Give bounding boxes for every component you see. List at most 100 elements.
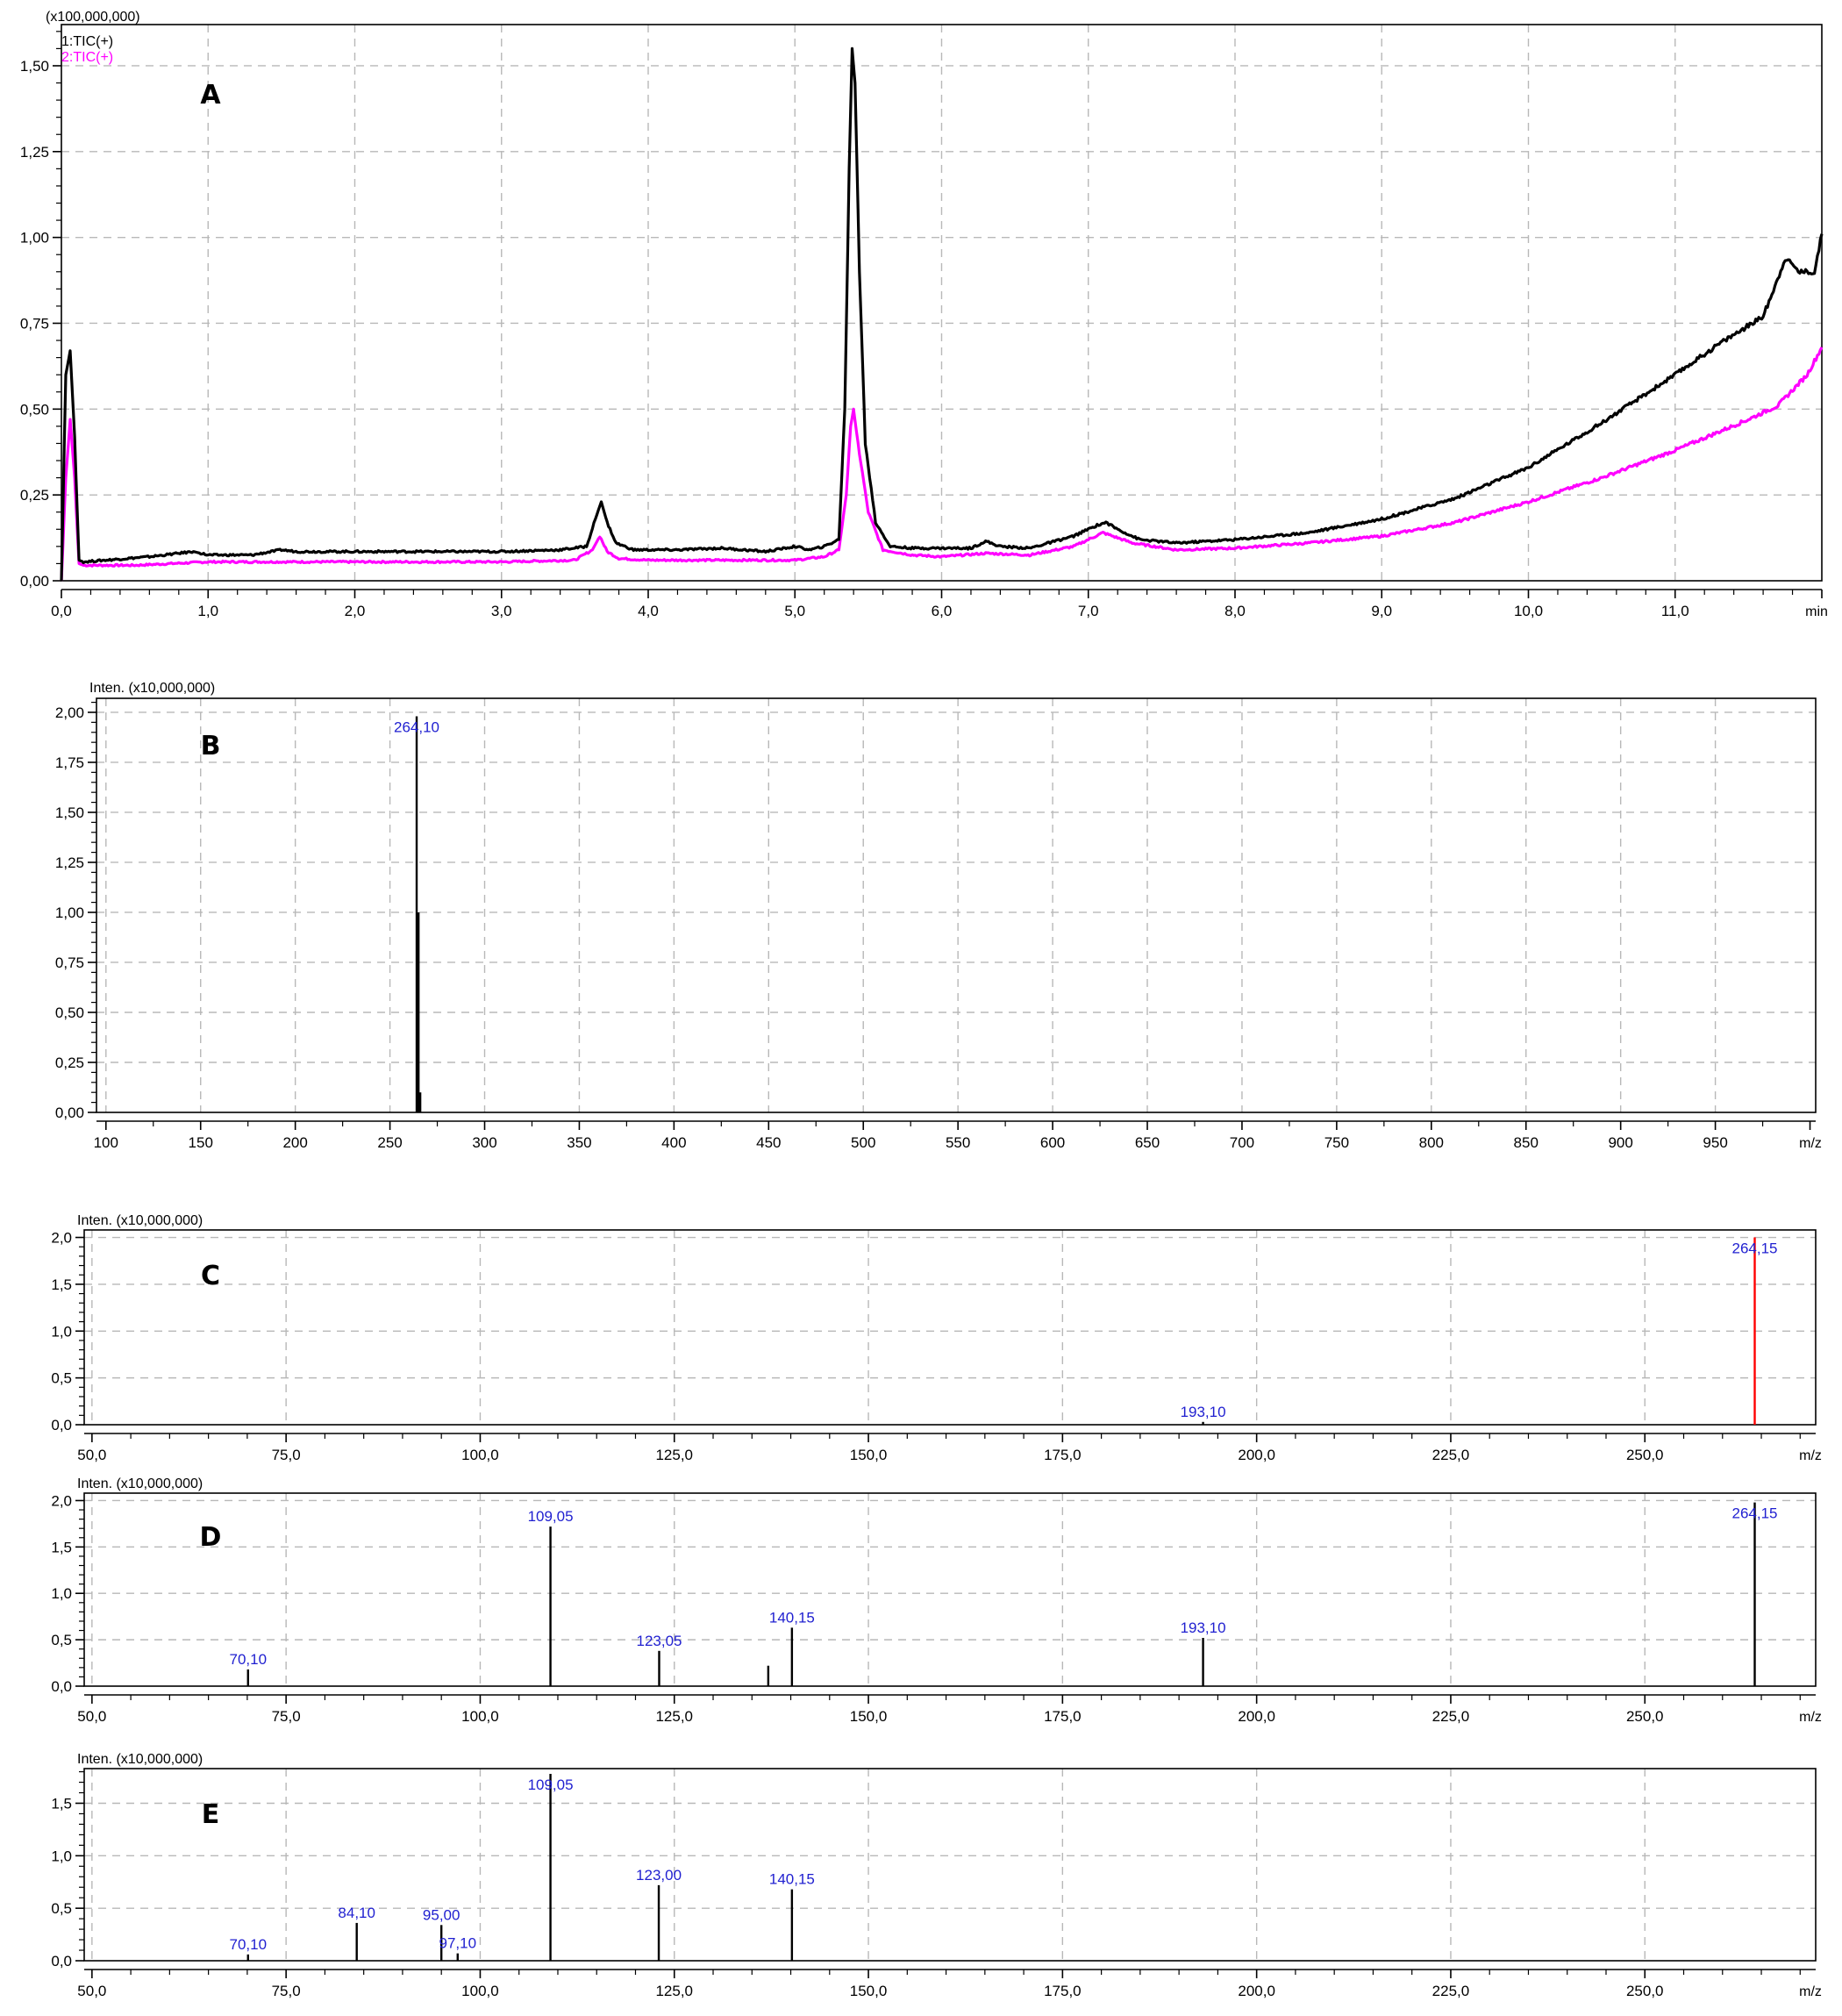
- x-tick-label: 11,0: [1661, 603, 1689, 619]
- x-tick-label: 75,0: [272, 1983, 301, 1999]
- peak-label: 264,15: [1732, 1505, 1778, 1522]
- x-tick-label: 175,0: [1044, 1447, 1082, 1463]
- y-tick-label: 1,0: [51, 1585, 72, 1602]
- x-tick-label: 8,0: [1224, 603, 1246, 619]
- panel-d: 50,0 75,0 100,0 125,0 150,0 175,0 200,0 225,0 25…: [51, 1476, 1822, 1725]
- y-tick-label: 0,50: [55, 1004, 84, 1021]
- x-tick-label: 650: [1135, 1134, 1160, 1151]
- panel-letter: E: [202, 1799, 220, 1830]
- y-tick-label: 1,25: [55, 854, 84, 871]
- x-tick-label: 125,0: [655, 1447, 693, 1463]
- panel-letter: A: [200, 80, 221, 111]
- y-tick-label: 0,00: [20, 573, 49, 590]
- peak-label: 264,15: [1732, 1240, 1778, 1257]
- x-unit-label: m/z: [1799, 1448, 1822, 1463]
- y-tick-label: 1,5: [51, 1276, 72, 1293]
- x-tick-label: 1,0: [197, 603, 218, 619]
- peak-label: 193,10: [1181, 1404, 1226, 1420]
- peak-label: 84,10: [338, 1905, 375, 1921]
- x-tick-label: 125,0: [655, 1983, 693, 1999]
- panel-letter: B: [201, 731, 221, 761]
- x-tick-label: 125,0: [655, 1708, 693, 1725]
- y-tick-label: 1,50: [55, 804, 84, 821]
- x-tick-label: 50,0: [77, 1708, 106, 1725]
- peak-label: 70,10: [230, 1651, 268, 1668]
- x-tick-label: 175,0: [1044, 1983, 1082, 1999]
- y-unit-label: (x100,000,000): [46, 10, 140, 25]
- x-tick-label: 900: [1608, 1134, 1632, 1151]
- x-tick-label: 175,0: [1044, 1708, 1082, 1725]
- peak-label: 109,05: [528, 1508, 574, 1525]
- x-tick-label: 5,0: [784, 603, 805, 619]
- peak-label: 95,00: [423, 1906, 460, 1923]
- x-tick-label: 200: [282, 1134, 307, 1151]
- x-tick-label: 7,0: [1078, 603, 1099, 619]
- peak-label: 97,10: [439, 1935, 477, 1952]
- panel-letter: C: [201, 1261, 220, 1291]
- x-tick-label: 225,0: [1432, 1983, 1470, 1999]
- x-tick-label: 600: [1040, 1134, 1065, 1151]
- x-tick-label: 4,0: [638, 603, 659, 619]
- y-tick-label: 0,25: [20, 487, 49, 504]
- y-tick-label: 1,00: [20, 230, 49, 247]
- x-tick-label: 250,0: [1626, 1983, 1664, 1999]
- y-unit-label: Inten. (x10,000,000): [77, 1476, 203, 1491]
- x-tick-label: 150: [189, 1134, 213, 1151]
- y-tick-label: 2,00: [55, 704, 84, 721]
- y-tick-label: 0,0: [51, 1417, 72, 1433]
- x-tick-label: 10,0: [1514, 603, 1543, 619]
- x-tick-label: 750: [1324, 1134, 1349, 1151]
- x-tick-label: 450: [756, 1134, 781, 1151]
- plot-area-frame: [83, 1492, 1817, 1687]
- peak-label: 109,05: [528, 1777, 574, 1793]
- x-tick-label: 6,0: [932, 603, 953, 619]
- y-tick-label: 1,75: [55, 754, 84, 771]
- panel-e: 50,0 75,0 100,0 125,0 150,0 175,0 200,0 225,0 25…: [51, 1752, 1822, 1999]
- y-tick-label: 0,75: [20, 315, 49, 332]
- x-tick-label: 250,0: [1626, 1447, 1664, 1463]
- y-tick-label: 1,50: [20, 58, 49, 75]
- x-tick-label: 100,0: [461, 1708, 499, 1725]
- peak-label: 123,05: [636, 1633, 682, 1649]
- y-unit-label: Inten. (x10,000,000): [77, 1752, 203, 1767]
- y-tick-label: 1,00: [55, 904, 84, 921]
- x-tick-label: 200,0: [1238, 1983, 1275, 1999]
- x-tick-label: 800: [1419, 1134, 1444, 1151]
- y-tick-label: 2,0: [51, 1230, 72, 1247]
- peak-label: 140,15: [769, 1609, 815, 1626]
- y-unit-label: Inten. (x10,000,000): [77, 1213, 203, 1228]
- x-tick-label: 950: [1703, 1134, 1727, 1151]
- panel-a: 0,0 1,0 2,0 3,0 4,0 5,0 6,0 7,0 8,0 9,0 10,0 11,0 mi…: [20, 10, 1828, 619]
- x-tick-label: 0,0: [51, 603, 72, 619]
- x-unit-label: m/z: [1799, 1984, 1822, 1999]
- y-tick-label: 1,0: [51, 1848, 72, 1864]
- x-tick-label: 400: [661, 1134, 686, 1151]
- x-tick-label: 50,0: [77, 1447, 106, 1463]
- x-tick-label: 250,0: [1626, 1708, 1664, 1725]
- x-tick-label: 75,0: [272, 1447, 301, 1463]
- y-tick-label: 0,50: [20, 401, 49, 418]
- x-tick-label: 50,0: [77, 1983, 106, 1999]
- y-tick-label: 0,5: [51, 1370, 72, 1387]
- x-tick-label: 500: [851, 1134, 875, 1151]
- y-tick-label: 1,25: [20, 144, 49, 161]
- y-tick-label: 0,0: [51, 1953, 72, 1970]
- x-tick-label: 225,0: [1432, 1447, 1470, 1463]
- peak-label: 140,15: [769, 1871, 815, 1888]
- x-tick-label: 700: [1230, 1134, 1254, 1151]
- series-label: 2:TIC(+): [61, 50, 113, 65]
- y-tick-label: 2,0: [51, 1492, 72, 1509]
- panel-c: 50,0 75,0 100,0 125,0 150,0 175,0 200,0 225,0 25…: [51, 1213, 1822, 1463]
- series-line-2: [60, 347, 1824, 582]
- plot-area-frame: [83, 1768, 1817, 1962]
- x-tick-label: 200,0: [1238, 1447, 1275, 1463]
- y-tick-label: 0,25: [55, 1054, 84, 1071]
- panel-letter: D: [200, 1522, 222, 1553]
- x-tick-label: 100,0: [461, 1447, 499, 1463]
- x-tick-label: 9,0: [1371, 603, 1392, 619]
- x-tick-label: 2,0: [345, 603, 366, 619]
- peak-label: 123,00: [636, 1867, 682, 1884]
- x-tick-label: 150,0: [850, 1708, 888, 1725]
